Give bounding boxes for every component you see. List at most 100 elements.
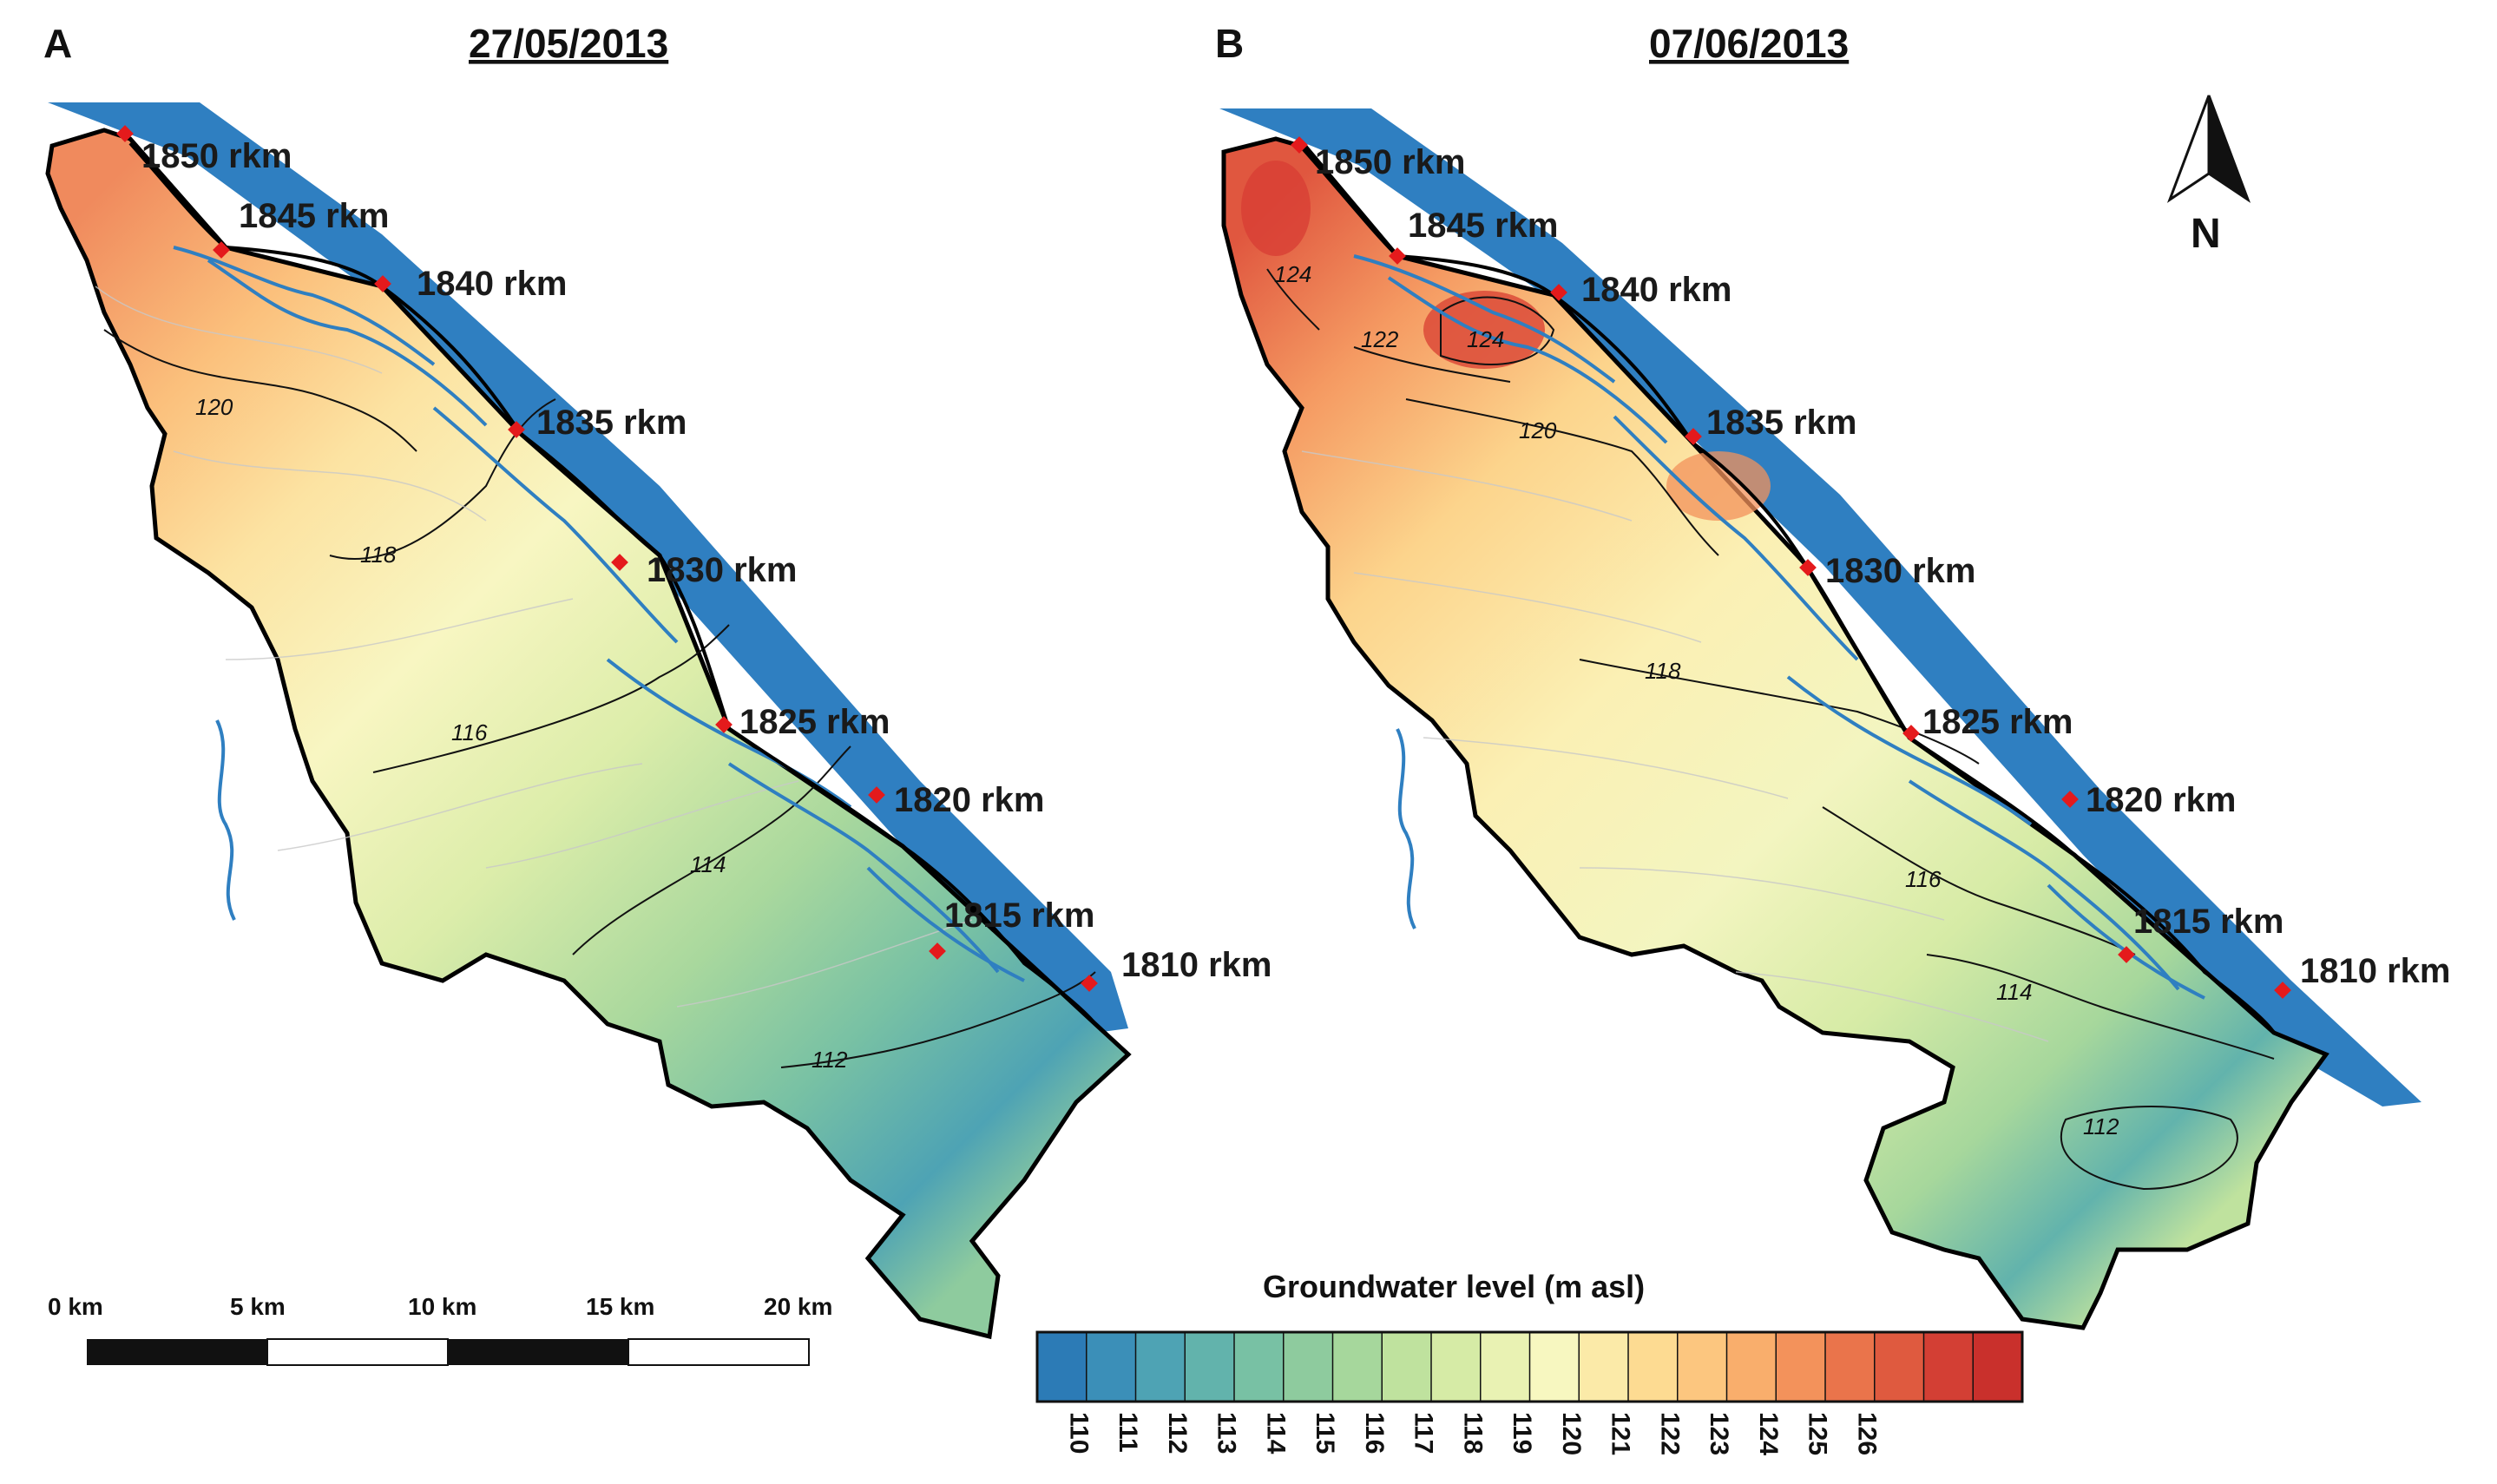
legend-swatch [1036,1331,1088,1402]
north-arrow-icon: N [2166,95,2251,257]
legend-swatch [1480,1331,1531,1402]
panel-a-rkm-markers: 1850 rkm 1845 rkm 1840 rkm 1835 rkm 1830… [116,125,1271,992]
panel-b-isoline-label-2: 124 [1467,326,1504,352]
legend-tick-label: 113 [1212,1412,1241,1454]
legend-swatches [1035,1330,2024,1403]
panel-a-rkm-label-6: 1820 rkm [894,781,1044,819]
legend-swatch [1134,1331,1186,1402]
panel-b-rkm-marker-8 [2274,982,2291,999]
panel-a-rkm-label-5: 1825 rkm [739,703,890,741]
legend-swatch [1677,1331,1728,1402]
panel-a-rkm-label-7: 1815 rkm [944,896,1094,935]
panel-a-rkm-marker-4 [611,554,628,571]
scale-label-4: 20 km [764,1293,832,1320]
legend-tick-label: 122 [1655,1412,1684,1455]
legend-tick-label: 116 [1360,1412,1389,1454]
panel-b-rkm-label-0: 1850 rkm [1315,143,1465,181]
panel-b-isoline-label-5: 116 [1905,866,1942,892]
panel-b-rkm-label-7: 1815 rkm [2133,903,2283,941]
panel-b-minor-contours [1301,450,2049,1042]
panel-b-rkm-label-2: 1840 rkm [1581,271,1731,309]
panel-b-rkm-label-4: 1830 rkm [1825,552,1975,590]
panel-a-rkm-marker-3 [508,421,525,438]
panel-b-isoline-label-3: 120 [1519,417,1557,443]
panel-b: B 07/06/2013 [1215,21,2450,1330]
scale-segment-3 [628,1338,810,1366]
panel-b-rkm-marker-4 [1799,559,1817,576]
legend-swatch [1972,1331,2024,1402]
legend-tick-label: 121 [1607,1412,1635,1455]
legend-tick-label: 124 [1754,1412,1783,1455]
panel-a-rkm-label-8: 1810 rkm [1121,946,1271,984]
panel-b-isoline-label-1: 122 [1361,326,1399,352]
panel-a-contours [103,329,1096,1068]
panel-a-river-centerline [128,141,1097,1026]
legend-swatch [1775,1331,1827,1402]
panel-b-date: 07/06/2013 [1649,21,1849,66]
panel-a-date: 27/05/2013 [469,21,668,66]
panel-a-rkm-marker-2 [374,275,391,292]
panel-a-minor-contours [95,286,973,1008]
panel-b-rkm-marker-5 [1902,725,1920,742]
panel-a-isoline-label-4: 112 [812,1047,848,1073]
scale-label-1: 5 km [230,1293,286,1320]
legend-frame [1035,1330,2024,1403]
legend-tick-label: 110 [1064,1412,1093,1454]
legend-swatch [1430,1331,1482,1402]
legend-swatch [1824,1331,1876,1402]
panel-b-isoline-label-0: 124 [1274,261,1311,287]
legend-tick-label: 117 [1409,1412,1438,1454]
legend-tick-label: 112 [1163,1412,1192,1454]
panel-a-isoline-label-3: 114 [690,851,726,877]
legend-swatch [1725,1331,1777,1402]
panel-a: A 27/05/2013 [43,21,1271,1366]
legend-tick-label: 118 [1458,1412,1487,1454]
legend-tick-label: 126 [1852,1412,1881,1455]
panel-b-hotspot-1835 [1666,451,1771,521]
legend-ticks: 110 111 112 113 114 115 116 117 118 119 120 121 122 1… [1064,1412,1881,1455]
legend: Groundwater level (m asl) 110 111 112 113 11… [1035,1269,2024,1455]
panel-b-hotspot-1850 [1241,161,1311,256]
panel-b-rkm-marker-6 [2061,791,2079,808]
panel-b-isoline-label-6: 114 [1996,979,2032,1005]
panel-b-rkm-label-1: 1845 rkm [1408,207,1558,245]
panel-b-rkm-label-8: 1810 rkm [2300,952,2450,990]
panel-b-rkm-marker-7 [2118,946,2135,963]
panel-a-rkm-marker-6 [868,786,885,804]
panel-a-rkm-label-4: 1830 rkm [647,551,797,589]
legend-swatch [1381,1331,1433,1402]
panel-b-groundwater-surface [1221,136,2329,1330]
legend-swatch [1233,1331,1285,1402]
scale-bar: 0 km 5 km 10 km 15 km 20 km [48,1293,832,1366]
legend-swatch [1528,1331,1580,1402]
legend-swatch [1331,1331,1383,1402]
panel-b-rkm-marker-0 [1291,136,1308,154]
panel-b-hotspot-1840 [1423,291,1545,369]
panel-b-rkm-marker-1 [1389,247,1406,265]
panel-b-rkm-marker-2 [1550,284,1567,301]
panel-a-rkm-label-3: 1835 rkm [536,404,687,442]
legend-tick-label: 115 [1311,1412,1339,1454]
panel-a-side-channels [173,246,1025,982]
panel-a-isoline-label-0: 120 [195,394,233,420]
scale-segment-2 [448,1339,628,1365]
panel-a-isoline-label-1: 118 [360,542,397,568]
scale-label-0: 0 km [48,1293,103,1320]
legend-swatch [1627,1331,1679,1402]
panel-a-rkm-label-2: 1840 rkm [417,265,567,303]
legend-swatch [1922,1331,1975,1402]
legend-tick-label: 120 [1557,1412,1586,1455]
legend-tick-label: 125 [1804,1412,1832,1455]
panel-b-rkm-label-6: 1820 rkm [2086,781,2236,819]
panel-b-contours [1266,268,2275,1191]
panel-a-groundwater-surface [45,128,1132,1340]
panel-b-isoline-label-4: 118 [1645,658,1681,684]
legend-title: Groundwater level (m asl) [1263,1269,1645,1304]
legend-tick-label: 114 [1261,1412,1290,1454]
scale-label-3: 15 km [586,1293,654,1320]
scale-label-2: 10 km [408,1293,476,1320]
panel-b-rkm-marker-3 [1685,428,1702,445]
panel-a-rkm-marker-8 [1081,975,1098,992]
panel-b-rkm-markers: 1850 rkm 1845 rkm 1840 rkm 1835 rkm 1830… [1291,136,2450,999]
panel-a-rkm-label-1: 1845 rkm [239,197,389,235]
